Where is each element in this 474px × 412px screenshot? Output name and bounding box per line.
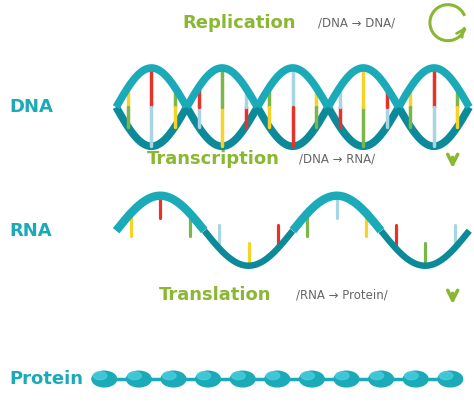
Ellipse shape [230, 371, 255, 387]
Ellipse shape [334, 371, 359, 387]
Text: Protein: Protein [9, 370, 83, 388]
Ellipse shape [438, 371, 463, 387]
Text: RNA: RNA [9, 222, 52, 240]
Ellipse shape [93, 372, 107, 380]
Ellipse shape [197, 372, 210, 380]
Text: /DNA → DNA/: /DNA → DNA/ [318, 16, 395, 29]
Ellipse shape [128, 372, 141, 380]
Ellipse shape [403, 371, 428, 387]
Ellipse shape [265, 371, 290, 387]
Text: /RNA → Protein/: /RNA → Protein/ [296, 288, 388, 301]
Text: Translation: Translation [159, 286, 271, 304]
Ellipse shape [127, 371, 151, 387]
Ellipse shape [266, 372, 280, 380]
Ellipse shape [301, 372, 314, 380]
Ellipse shape [370, 372, 383, 380]
Ellipse shape [300, 371, 324, 387]
Ellipse shape [196, 371, 220, 387]
Text: /DNA → RNA/: /DNA → RNA/ [299, 152, 375, 165]
Text: Transcription: Transcription [147, 150, 280, 168]
Ellipse shape [232, 372, 245, 380]
Ellipse shape [405, 372, 418, 380]
Ellipse shape [92, 371, 117, 387]
Ellipse shape [369, 371, 393, 387]
Ellipse shape [161, 371, 186, 387]
Ellipse shape [336, 372, 349, 380]
Ellipse shape [439, 372, 453, 380]
Text: DNA: DNA [9, 98, 54, 116]
Text: Replication: Replication [182, 14, 296, 32]
Ellipse shape [163, 372, 176, 380]
